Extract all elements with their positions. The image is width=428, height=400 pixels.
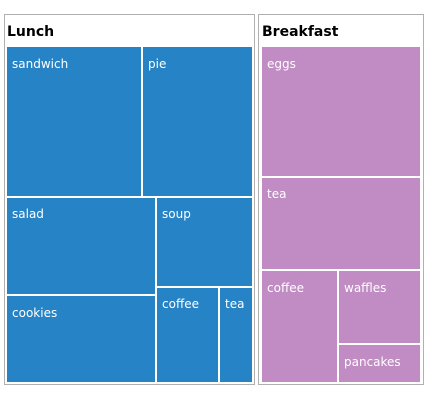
leaf-label-lunch-cookies: cookies — [12, 306, 57, 320]
leaf-label-breakfast-coffee: coffee — [267, 281, 304, 295]
leaf-lunch-salad[interactable] — [7, 198, 155, 294]
leaf-label-breakfast-waffles: waffles — [344, 281, 386, 295]
leaf-breakfast-tea[interactable] — [262, 178, 420, 269]
leaf-label-breakfast-tea: tea — [267, 187, 286, 201]
leaf-label-breakfast-eggs: eggs — [267, 57, 296, 71]
leaf-label-lunch-tea: tea — [225, 297, 244, 311]
leaf-breakfast-eggs[interactable] — [262, 47, 420, 176]
leaf-lunch-pie[interactable] — [143, 47, 252, 196]
leaf-lunch-coffee[interactable] — [157, 288, 218, 382]
leaf-label-lunch-sandwich: sandwich — [12, 57, 68, 71]
leaf-label-lunch-pie: pie — [148, 57, 166, 71]
group-title-lunch: Lunch — [7, 24, 54, 40]
group-title-breakfast: Breakfast — [262, 24, 339, 40]
leaf-lunch-cookies[interactable] — [7, 296, 155, 382]
leaf-label-breakfast-pancakes: pancakes — [344, 355, 401, 369]
leaf-label-lunch-coffee: coffee — [162, 297, 199, 311]
leaf-lunch-sandwich[interactable] — [7, 47, 141, 196]
leaf-label-lunch-soup: soup — [162, 207, 191, 221]
leaf-breakfast-pancakes[interactable] — [339, 345, 420, 382]
leaf-lunch-tea[interactable] — [220, 288, 252, 382]
leaf-breakfast-waffles[interactable] — [339, 271, 420, 343]
leaf-label-lunch-salad: salad — [12, 207, 44, 221]
leaf-breakfast-coffee[interactable] — [262, 271, 337, 382]
leaf-lunch-soup[interactable] — [157, 198, 252, 286]
